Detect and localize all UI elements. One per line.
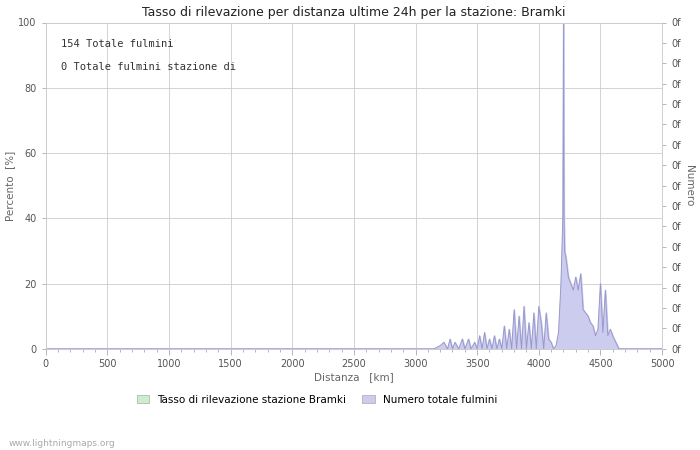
Text: www.lightningmaps.org: www.lightningmaps.org bbox=[8, 439, 115, 448]
Y-axis label: Numero: Numero bbox=[685, 165, 694, 207]
X-axis label: Distanza   [km]: Distanza [km] bbox=[314, 372, 394, 382]
Legend: Tasso di rilevazione stazione Bramki, Numero totale fulmini: Tasso di rilevazione stazione Bramki, Nu… bbox=[132, 391, 501, 409]
Text: 0 Totale fulmini stazione di: 0 Totale fulmini stazione di bbox=[61, 62, 236, 72]
Text: 154 Totale fulmini: 154 Totale fulmini bbox=[61, 39, 174, 49]
Title: Tasso di rilevazione per distanza ultime 24h per la stazione: Bramki: Tasso di rilevazione per distanza ultime… bbox=[142, 5, 566, 18]
Y-axis label: Percento  [%]: Percento [%] bbox=[6, 151, 15, 221]
